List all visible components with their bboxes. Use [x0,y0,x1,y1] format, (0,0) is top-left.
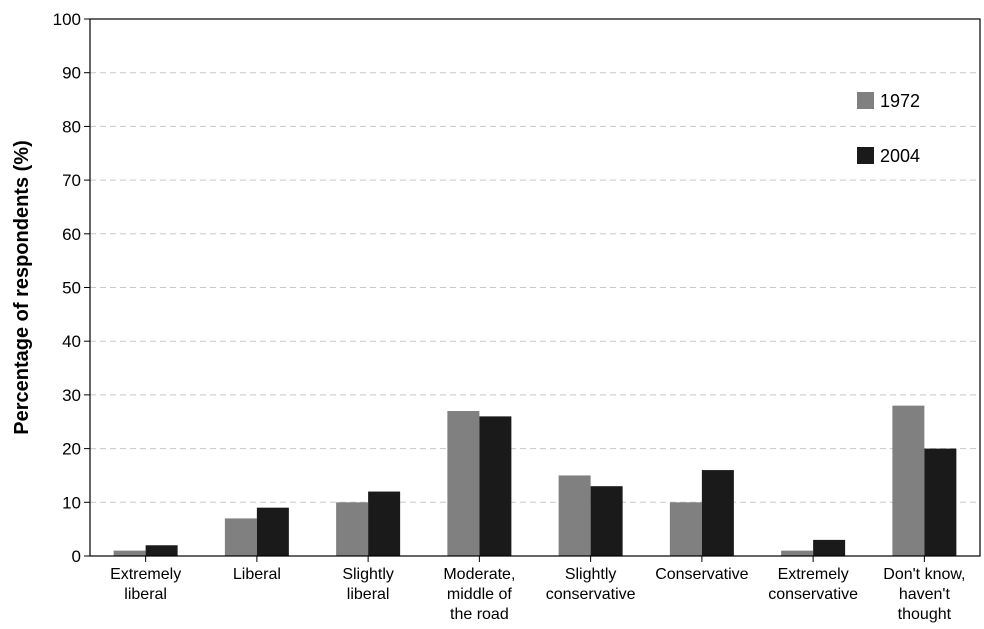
x-category-label: Extremely conservative [768,566,858,603]
y-tick-label: 70 [62,171,81,190]
bar-2004-5 [701,470,734,556]
y-tick-label: 30 [62,386,81,405]
x-category-label: Extremely liberal [110,566,181,603]
bar-1972-6 [781,550,814,556]
y-axis: 0 10 20 30 40 50 60 70 80 90 100 [53,10,90,566]
bar-1972-2 [336,502,369,556]
x-axis: Extremely liberal Liberal Slightly liberal Mo… [110,556,965,623]
bar-1972-4 [558,475,591,556]
y-tick-label: 50 [62,279,81,298]
x-category-label: Conservative [655,566,748,583]
bar-2004-6 [813,539,846,556]
x-category-label: Liberal [233,566,281,583]
bar-1972-5 [669,502,702,556]
bar-1972-3 [447,411,480,556]
y-tick-label: 10 [62,493,81,512]
bar-2004-3 [479,416,512,556]
legend-swatch-1972 [857,92,874,109]
legend-label-2004: 2004 [880,146,920,166]
y-tick-label: 0 [72,547,81,566]
y-tick-label: 20 [62,440,81,459]
legend-swatch-2004 [857,147,874,164]
gridlines [90,72,980,503]
legend-label-1972: 1972 [880,91,920,111]
x-category-label: Moderate, middle of the road [443,566,515,623]
y-tick-label: 80 [62,117,81,136]
x-category-label: Don't know, haven't thought [883,566,965,623]
bar-2004-2 [368,491,401,556]
y-tick-label: 90 [62,64,81,83]
y-tick-label: 40 [62,332,81,351]
y-tick-label: 100 [53,10,81,29]
legend: 1972 2004 [857,91,920,166]
y-tick-label: 60 [62,225,81,244]
bar-2004-1 [256,507,289,556]
x-category-label: Slightly liberal [342,566,394,603]
bar-2004-0 [145,545,178,556]
bar-1972-0 [113,550,146,556]
bar-2004-4 [590,486,623,556]
bars [113,405,957,556]
bar-1972-7 [892,405,925,556]
bar-2004-7 [924,448,957,556]
x-category-label: Slightly conservative [546,566,636,603]
y-axis-title: Percentage of respondents (%) [11,140,33,435]
bar-1972-1 [224,518,257,556]
